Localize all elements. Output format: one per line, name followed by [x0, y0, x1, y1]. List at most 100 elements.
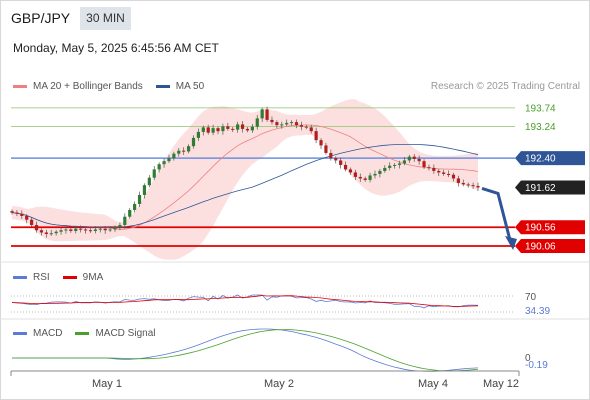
macd-signal-swatch [75, 332, 90, 335]
panel-separators [0, 261, 590, 320]
bollinger-band [12, 99, 478, 260]
candle [451, 174, 456, 179]
candle [113, 227, 117, 230]
candle [319, 140, 323, 146]
candle [83, 229, 88, 231]
candle [231, 128, 235, 130]
candle [103, 228, 107, 231]
candle [118, 224, 122, 228]
level-tag-190.06 [515, 238, 585, 253]
candle [123, 216, 127, 225]
rsi-line [11, 294, 479, 309]
candle [69, 229, 73, 231]
candle [378, 170, 382, 174]
candle [236, 124, 240, 130]
candle [142, 185, 147, 195]
candle [216, 128, 220, 132]
candle [383, 167, 387, 171]
candle [461, 182, 465, 185]
rsi-ma-swatch [62, 276, 77, 279]
bollinger-band-layer [12, 99, 478, 260]
candle [466, 184, 470, 186]
candle [255, 118, 259, 127]
candle [476, 185, 480, 188]
rsi-value-label: 34.39 [525, 306, 550, 317]
candle [422, 161, 426, 168]
candle [471, 185, 475, 187]
candle [265, 109, 269, 120]
candle [280, 124, 284, 126]
level-label-190.56: 190.56 [525, 223, 556, 234]
x-axis: May 1 May 2 May 4 May 12 [10, 370, 520, 390]
candle [137, 194, 142, 204]
candle [157, 164, 161, 170]
moving-average-layer [11, 124, 479, 230]
macd-legend-label: MACD [33, 328, 63, 339]
x-tick-label: May 2 [264, 378, 294, 390]
candle [407, 156, 411, 161]
candle [245, 128, 250, 131]
candle [240, 124, 245, 129]
macd-legend: MACD MACD Signal [13, 328, 155, 339]
x-tick-label: May 1 [92, 378, 122, 390]
candle [294, 122, 299, 126]
level-label-192.40: 192.40 [525, 154, 556, 165]
level-label-191.62: 191.62 [525, 183, 556, 194]
candle [358, 176, 362, 179]
candles-layer [10, 106, 480, 238]
candle [393, 164, 397, 166]
credit-text: Research © 2025 Trading Central [430, 81, 580, 92]
candle [260, 109, 264, 119]
candle [167, 158, 171, 162]
candle [182, 150, 186, 152]
candle [64, 229, 68, 231]
candle [324, 145, 328, 153]
x-tick-label: May 4 [418, 378, 448, 390]
candle [147, 177, 151, 186]
macd-signal-line [12, 329, 479, 372]
candle [44, 232, 48, 234]
candle [270, 119, 274, 123]
candle [49, 233, 53, 235]
candle [437, 170, 441, 173]
candle [186, 146, 191, 152]
candle [34, 224, 39, 231]
report-datetime: Monday, May 5, 2025 6:45:56 AM CET [13, 41, 219, 55]
x-tick-label: May 12 [483, 378, 519, 390]
candle [54, 231, 58, 234]
rsi-legend-label: RSI [33, 272, 50, 283]
candle [226, 126, 230, 129]
candle [250, 126, 254, 131]
forecast-arrow-head [505, 235, 517, 250]
symbol-title: GBP/JPY [11, 10, 71, 26]
candle [39, 230, 44, 233]
candle [314, 131, 318, 141]
rsi-swatch [13, 276, 27, 279]
candle [339, 160, 343, 165]
candle [432, 167, 436, 171]
candle [446, 173, 451, 175]
rsi-ma-legend-label: 9MA [82, 272, 104, 283]
candle [402, 160, 407, 164]
candle [334, 158, 338, 161]
timeframe-badge[interactable]: 30 MIN [80, 7, 131, 30]
macd-value-label: -0.19 [525, 360, 548, 371]
candle [397, 163, 402, 165]
candle [93, 229, 97, 231]
candle [15, 212, 19, 214]
candle [388, 165, 392, 168]
candle [10, 211, 14, 213]
candle [309, 127, 313, 132]
candle [368, 175, 372, 180]
rsi-ma-line [11, 295, 479, 307]
candle [128, 209, 132, 217]
price-legend: MA 20 + Bollinger Bands MA 50 [13, 81, 204, 92]
forecast-arrow-line [481, 187, 513, 245]
candle [299, 125, 304, 127]
candle [152, 169, 156, 178]
candle [353, 172, 357, 177]
candle [275, 122, 279, 126]
ma20-swatch [13, 85, 27, 88]
macd-panel: 0-0.19 [12, 328, 548, 372]
